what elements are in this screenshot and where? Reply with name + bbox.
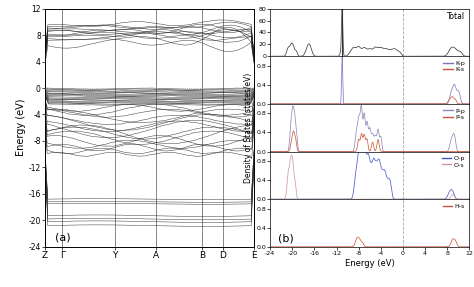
Legend: P-p, P-s: P-p, P-s [442, 107, 466, 121]
Y-axis label: Energy (eV): Energy (eV) [16, 99, 26, 156]
Text: (b): (b) [278, 233, 294, 243]
Y-axis label: Density of States (states/eV): Density of States (states/eV) [245, 73, 254, 183]
Text: Total: Total [447, 12, 465, 22]
Text: (a): (a) [55, 232, 71, 242]
Legend: H-s: H-s [441, 202, 466, 210]
Legend: K-p, K-s: K-p, K-s [442, 59, 466, 73]
X-axis label: Energy (eV): Energy (eV) [345, 259, 395, 268]
Legend: O-p, O-s: O-p, O-s [440, 155, 466, 169]
